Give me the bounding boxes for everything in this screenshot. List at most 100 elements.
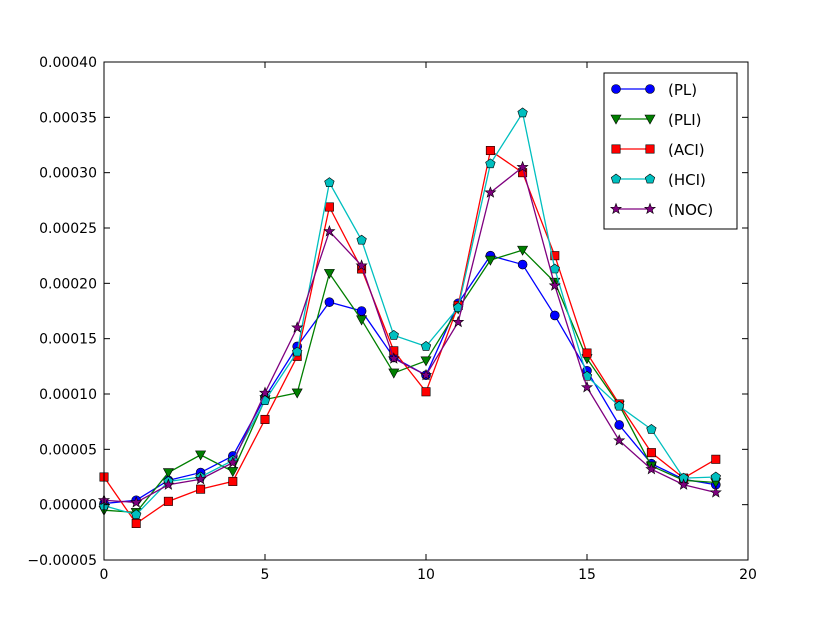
- data-point: [195, 450, 207, 461]
- data-point: [323, 224, 336, 237]
- y-tick-label: 0.00000: [39, 498, 97, 514]
- y-tick-label: 0.00025: [39, 221, 97, 237]
- data-point: [517, 107, 528, 118]
- data-point: [163, 496, 173, 506]
- data-point: [162, 478, 175, 490]
- y-tick-label: 0.00005: [39, 442, 97, 458]
- y-tick-label: 0.00030: [39, 166, 97, 182]
- data-point: [645, 462, 658, 475]
- legend-frame: [603, 72, 738, 230]
- axes-layer: 0 5 10 15 20 −0.00005 0.00000 0.00005 0.00010 0.0…: [27, 55, 757, 583]
- plot-frame: [103, 61, 749, 561]
- data-point: [292, 346, 303, 357]
- legend-marker: [644, 114, 656, 125]
- data-point: [131, 509, 142, 519]
- legend-label: (PLI): [668, 111, 702, 129]
- y-tick-label: −0.00005: [27, 553, 97, 569]
- data-point: [323, 269, 335, 279]
- data-point: [709, 486, 722, 498]
- y-tick-label: 0.00035: [39, 110, 97, 126]
- data-point: [549, 263, 560, 274]
- data-point: [388, 368, 400, 379]
- legend-entries: (PL) (PLI) (ACI) (HCI) (NOC): [609, 81, 713, 219]
- y-tick-label: 0.00040: [39, 55, 97, 71]
- data-point: [646, 448, 656, 458]
- data-point: [484, 186, 497, 198]
- data-point: [549, 310, 560, 321]
- legend-label: (ACI): [668, 141, 705, 159]
- data-point: [130, 496, 143, 508]
- data-point: [614, 420, 625, 430]
- data-point: [516, 160, 529, 173]
- data-point: [324, 297, 335, 307]
- legend-entry: (PL): [611, 81, 697, 99]
- data-point: [710, 471, 721, 482]
- data-point: [420, 356, 432, 367]
- data-point: [356, 315, 368, 326]
- legend-entry: (PLI): [610, 111, 702, 129]
- x-tick-label: 0: [100, 567, 109, 583]
- data-point: [324, 177, 335, 187]
- data-point: [580, 380, 594, 393]
- legend-entry: (NOC): [609, 201, 713, 219]
- data-point: [291, 388, 303, 399]
- data-point: [614, 400, 625, 411]
- series-line: [103, 111, 716, 516]
- series-noc: [97, 160, 722, 508]
- legend-marker: [645, 84, 655, 94]
- data-point: [356, 234, 367, 245]
- y-tick-label: 0.00010: [39, 387, 97, 403]
- series-layer: [97, 107, 722, 528]
- data-point: [355, 259, 368, 271]
- data-point: [420, 341, 432, 351]
- series-line: [103, 149, 717, 525]
- data-point: [196, 484, 206, 494]
- data-point: [194, 472, 207, 485]
- y-tick-label: 0.00015: [39, 332, 97, 348]
- series-line: [103, 166, 716, 504]
- legend-label: (HCI): [668, 171, 706, 189]
- data-point: [485, 146, 495, 156]
- y-tick-label: 0.00020: [39, 276, 97, 292]
- legend-marker: [610, 114, 622, 125]
- data-point: [228, 476, 238, 486]
- data-point: [548, 279, 561, 291]
- legend-marker: [611, 144, 621, 154]
- data-point: [356, 306, 367, 316]
- data-point: [162, 468, 174, 479]
- data-point: [485, 158, 496, 169]
- data-point: [388, 329, 399, 340]
- data-point: [582, 348, 592, 358]
- legend-marker: [644, 173, 656, 184]
- series-aci: [99, 146, 721, 528]
- x-tick-label: 20: [739, 567, 757, 583]
- x-tick-label: 10: [417, 567, 435, 583]
- legend: (PL) (PLI) (ACI) (HCI) (NOC): [603, 72, 738, 230]
- data-point: [711, 454, 721, 464]
- data-point: [484, 255, 496, 266]
- data-point: [324, 202, 334, 212]
- data-point: [258, 386, 272, 399]
- legend-entry: (ACI): [611, 141, 705, 159]
- data-point: [227, 467, 239, 478]
- data-point: [550, 251, 560, 261]
- legend-marker: [610, 173, 622, 184]
- data-point: [421, 387, 431, 397]
- data-point: [613, 434, 626, 446]
- data-point: [677, 478, 690, 490]
- legend-marker: [645, 144, 655, 154]
- data-point: [452, 315, 465, 328]
- legend-label: (PL): [668, 81, 697, 99]
- data-point: [226, 456, 239, 468]
- data-point: [517, 259, 528, 270]
- data-point: [291, 321, 304, 333]
- data-point: [387, 352, 400, 364]
- data-point: [646, 424, 657, 434]
- legend-marker: [643, 202, 657, 215]
- data-point: [260, 414, 270, 424]
- data-point: [419, 368, 433, 381]
- legend-marker: [611, 84, 621, 94]
- legend-label: (NOC): [668, 201, 713, 219]
- legend-marker: [609, 202, 623, 215]
